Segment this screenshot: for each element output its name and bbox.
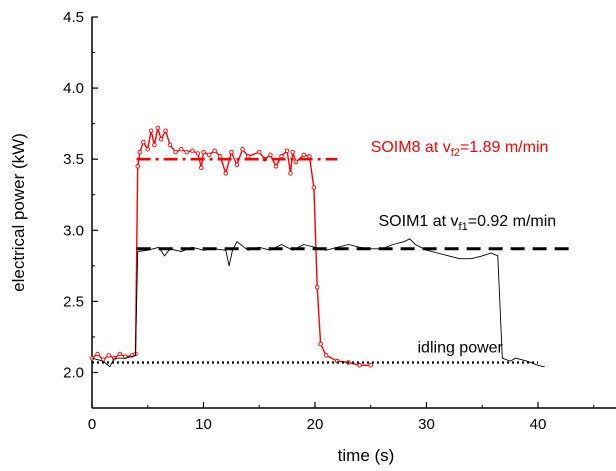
data-point (273, 164, 279, 169)
data-point (240, 146, 245, 152)
data-point (152, 142, 157, 148)
y-tick-label: 4.5 (63, 9, 84, 26)
data-point (314, 284, 320, 290)
data-point (234, 162, 240, 168)
annotation-subscript: f1 (459, 221, 468, 233)
data-point (223, 171, 229, 176)
data-point (195, 151, 201, 156)
data-point (145, 146, 150, 152)
data-point (117, 351, 123, 357)
data-point (137, 149, 143, 155)
series-line (91, 127, 371, 366)
data-point (268, 152, 273, 158)
y-tick-label: 3.0 (63, 222, 84, 239)
data-point (163, 128, 168, 133)
data-point (284, 148, 290, 153)
data-point (229, 149, 234, 155)
x-tick-label: 0 (88, 416, 96, 433)
y-tick-label: 2.5 (63, 293, 84, 310)
x-tick-label: 40 (530, 416, 547, 433)
x-tick-label: 10 (195, 416, 212, 433)
series-layer (89, 125, 572, 368)
data-point (368, 363, 373, 368)
data-point (199, 165, 204, 170)
data-point (318, 341, 323, 347)
plot-axes: 0 10 20 30 40 2.0 2.5 3.0 3.5 4.0 4.5 (63, 9, 616, 433)
annotation-subscript: f2 (451, 147, 460, 159)
data-point (206, 152, 212, 158)
x-axis-label: time (s) (338, 446, 395, 465)
data-point (106, 353, 111, 358)
data-point (190, 148, 195, 153)
annotation-label: idling power (418, 340, 504, 357)
data-point (357, 363, 362, 368)
annotation-text: SOIM8 at v (371, 139, 451, 156)
data-point (323, 353, 329, 358)
data-point (279, 154, 284, 159)
y-tick-label: 4.0 (63, 80, 84, 97)
y-tick-label: 2.0 (63, 364, 84, 381)
annotation-text: SOIM1 at v (379, 213, 459, 230)
x-tick-label: 20 (307, 416, 324, 433)
data-point (184, 149, 190, 155)
y-axis-label: electrical power (kW) (9, 133, 28, 292)
data-point (135, 164, 140, 169)
data-point (155, 125, 161, 131)
annotation-layer: SOIM8 at vf2=1.89 m/min SOIM1 at vf1=0.92… (371, 139, 557, 356)
data-point (307, 154, 312, 159)
data-point (167, 142, 173, 148)
data-point (293, 159, 299, 165)
data-point (201, 149, 206, 155)
data-point (95, 351, 100, 357)
annotation-text: idling power (418, 340, 504, 357)
data-point (245, 154, 251, 159)
annotation-text: =0.92 m/min (468, 213, 556, 230)
data-point (256, 149, 262, 155)
data-point (178, 146, 184, 152)
data-point (301, 152, 307, 158)
data-point (148, 128, 154, 133)
data-point (173, 149, 178, 155)
data-point (212, 148, 217, 153)
data-point (158, 137, 164, 142)
data-point (288, 171, 293, 176)
y-tick-label: 3.5 (63, 151, 84, 168)
annotation-label: SOIM1 at vf1=0.92 m/min (379, 213, 557, 233)
x-tick-label: 30 (418, 416, 435, 433)
data-point (217, 154, 223, 159)
annotation-label: SOIM8 at vf2=1.89 m/min (371, 139, 549, 159)
series-0 (89, 125, 373, 368)
data-point (141, 139, 146, 145)
data-point (290, 149, 295, 155)
annotation-text: =1.89 m/min (460, 139, 548, 156)
data-point (311, 185, 317, 190)
